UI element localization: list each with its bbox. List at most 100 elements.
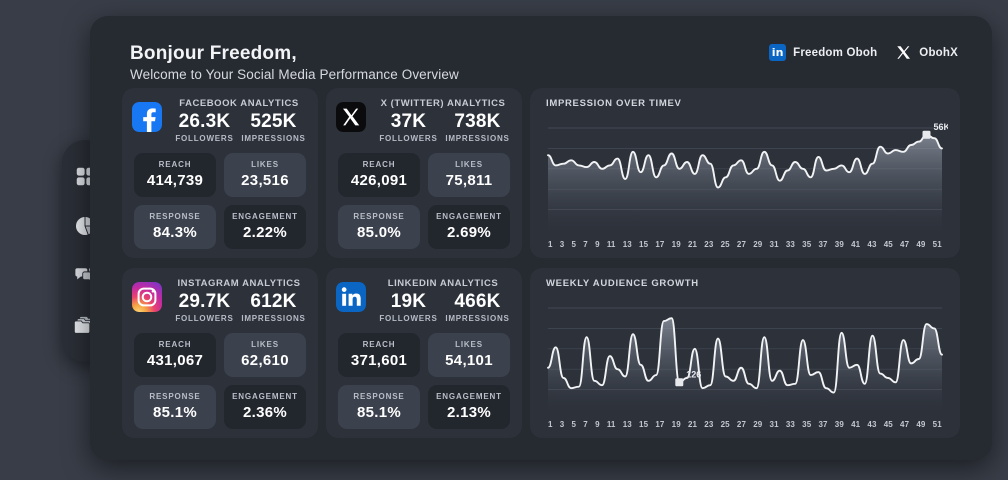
axis-tick: 51: [932, 240, 942, 249]
axis-tick: 9: [595, 420, 600, 429]
metric-label: REACH: [362, 159, 396, 169]
kpi-value: 612K: [250, 291, 297, 312]
kpi-label: IMPRESSIONS: [241, 313, 306, 323]
axis-tick: 49: [916, 420, 926, 429]
metric-tile[interactable]: RESPONSE 85.1%: [338, 384, 420, 429]
social-card-instagram[interactable]: INSTAGRAM ANALYTICS 29.7K FOLLOWERS 612K IMP…: [122, 268, 318, 438]
card-header: X (TWITTER) ANALYTICS 37K FOLLOWERS 738K IMP…: [326, 88, 522, 143]
facebook-icon: [132, 102, 162, 132]
axis-tick: 39: [834, 240, 844, 249]
axis-tick: 19: [671, 240, 681, 249]
social-card-facebook[interactable]: FACEBOOK ANALYTICS 26.3K FOLLOWERS 525K IMPR…: [122, 88, 318, 258]
metric-tile[interactable]: LIKES 62,610: [224, 332, 306, 377]
metric-tile[interactable]: ENGAGEMENT 2.13%: [428, 384, 510, 429]
axis-tick: 37: [818, 420, 828, 429]
chart-plot[interactable]: 126: [542, 294, 948, 417]
axis-tick: 21: [687, 240, 698, 249]
profile-linkedin[interactable]: in Freedom Oboh: [769, 44, 877, 61]
chart-plot[interactable]: 56K: [542, 114, 951, 237]
metric-tile[interactable]: ENGAGEMENT 2.22%: [224, 204, 306, 249]
axis-tick: 15: [639, 420, 649, 429]
metric-value: 371,601: [350, 351, 408, 369]
metric-tile[interactable]: REACH 431,067: [134, 332, 216, 377]
card-header: INSTAGRAM ANALYTICS 29.7K FOLLOWERS 612K IMP…: [122, 268, 318, 323]
metric-label: ENGAGEMENT: [436, 391, 502, 401]
metric-label: REACH: [158, 159, 192, 169]
kpi: 29.7K FOLLOWERS: [170, 291, 239, 323]
kpi-value: 37K: [390, 111, 427, 132]
axis-tick: 45: [883, 240, 893, 249]
chart-x-axis: 1 3 5 7 9 11 13 15 17 19 21 23 25 27 29 31 33 35 37 39 41 43 4…: [542, 237, 948, 249]
axis-tick: 17: [655, 240, 665, 249]
axis-tick: 21: [687, 420, 698, 429]
metric-tile[interactable]: LIKES 23,516: [224, 152, 306, 197]
kpi: 525K IMPRESSIONS: [239, 111, 308, 143]
kpi-label: FOLLOWERS: [175, 313, 234, 323]
chart-x-axis: 1 3 5 7 9 11 13 15 17 19 21 23 25 27 29 31 33 35 37 39 41 43 4…: [542, 417, 948, 429]
kpi: 37K FOLLOWERS: [374, 111, 443, 143]
main-panel: Bonjour Freedom, Welcome to Your Social …: [90, 16, 992, 460]
axis-tick: 35: [802, 420, 812, 429]
metric-tile[interactable]: RESPONSE 85.0%: [338, 204, 420, 249]
axis-tick: 7: [583, 240, 588, 249]
social-card-linkedin[interactable]: LINKEDIN ANALYTICS 19K FOLLOWERS 466K IMPRES…: [326, 268, 522, 438]
card-title: INSTAGRAM ANALYTICS: [177, 278, 301, 289]
metric-tile[interactable]: RESPONSE 84.3%: [134, 204, 216, 249]
kpi: 738K IMPRESSIONS: [443, 111, 512, 143]
axis-tick: 11: [606, 240, 616, 249]
metric-label: RESPONSE: [353, 211, 405, 221]
metric-tile[interactable]: LIKES 75,811: [428, 152, 510, 197]
metric-label: RESPONSE: [353, 391, 405, 401]
metric-tile[interactable]: REACH 371,601: [338, 332, 420, 377]
page-subtitle: Welcome to Your Social Media Performance…: [130, 66, 459, 82]
metric-label: ENGAGEMENT: [232, 211, 298, 221]
kpi-value: 29.7K: [178, 291, 231, 312]
greeting-block: Bonjour Freedom, Welcome to Your Social …: [130, 42, 459, 82]
metric-tile[interactable]: REACH 426,091: [338, 152, 420, 197]
kpi-label: IMPRESSIONS: [445, 133, 510, 143]
metric-tile[interactable]: ENGAGEMENT 2.69%: [428, 204, 510, 249]
axis-tick: 25: [720, 240, 730, 249]
metric-tile[interactable]: RESPONSE 85.1%: [134, 384, 216, 429]
metric-value: 84.3%: [152, 223, 198, 241]
metric-tile[interactable]: ENGAGEMENT 2.36%: [224, 384, 306, 429]
axis-tick: 27: [736, 240, 746, 249]
metric-tile[interactable]: REACH 414,739: [134, 152, 216, 197]
metric-tiles: REACH 371,601 LIKES 54,101 RESPONSE 85.1% ENGA…: [326, 323, 522, 441]
kpi: 466K IMPRESSIONS: [443, 291, 512, 323]
card-title: X (TWITTER) ANALYTICS: [380, 98, 506, 109]
card-title: LINKEDIN ANALYTICS: [387, 278, 499, 289]
chart-impression-over-time[interactable]: IMPRESSION OVER TIMEV 56K 1 3 5 7 9 11 13 15 17 19 2…: [530, 88, 960, 258]
axis-tick: 35: [802, 240, 812, 249]
axis-tick: 41: [851, 420, 861, 429]
kpi-label: IMPRESSIONS: [241, 133, 306, 143]
axis-tick: 47: [900, 240, 910, 249]
metric-value: 23,516: [241, 171, 289, 189]
metric-value: 85.0%: [356, 223, 402, 241]
axis-tick: 27: [736, 420, 746, 429]
axis-tick: 5: [571, 420, 577, 429]
chart-weekly-audience-growth[interactable]: WEEKLY AUDIENCE GROWTH 126 1 3 5 7 9 11 13 15 17 19…: [530, 268, 960, 438]
metric-value: 2.22%: [242, 223, 288, 241]
kpi-value: 466K: [454, 291, 501, 312]
metric-label: RESPONSE: [149, 391, 201, 401]
axis-tick: 11: [606, 420, 616, 429]
metric-label: LIKES: [455, 339, 483, 349]
axis-tick: 9: [595, 240, 600, 249]
profile-x[interactable]: ObohX: [895, 44, 958, 61]
axis-tick: 29: [753, 240, 763, 249]
social-card-twitter[interactable]: X (TWITTER) ANALYTICS 37K FOLLOWERS 738K IMP…: [326, 88, 522, 258]
metric-tile[interactable]: LIKES 54,101: [428, 332, 510, 377]
kpi: 19K FOLLOWERS: [374, 291, 443, 323]
profile-name: ObohX: [919, 46, 958, 59]
kpi: 26.3K FOLLOWERS: [170, 111, 239, 143]
kpi: 612K IMPRESSIONS: [239, 291, 308, 323]
axis-tick: 23: [704, 240, 714, 249]
axis-tick: 39: [834, 420, 844, 429]
axis-tick: 37: [818, 240, 828, 249]
metric-value: 414,739: [146, 171, 204, 189]
axis-tick: 43: [867, 240, 877, 249]
axis-tick: 17: [655, 420, 665, 429]
card-header: FACEBOOK ANALYTICS 26.3K FOLLOWERS 525K IMPR…: [122, 88, 318, 143]
